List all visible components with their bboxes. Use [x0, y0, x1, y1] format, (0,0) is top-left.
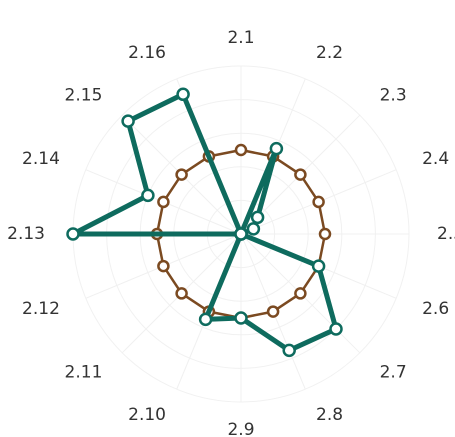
category-label-2.1: 2.1 — [227, 28, 254, 48]
category-label-2.2: 2.2 — [316, 43, 343, 63]
series-2-point-2.15[interactable] — [121, 114, 135, 128]
category-label-2.12: 2.12 — [22, 299, 60, 319]
series-1-point-2.8[interactable] — [266, 305, 280, 318]
category-label-2.15: 2.15 — [65, 85, 103, 105]
series-1-point-2.7[interactable] — [294, 287, 307, 300]
series-2-point-2.13[interactable] — [66, 227, 80, 241]
series-layer — [66, 87, 343, 358]
series-1-point-2.14[interactable] — [157, 195, 170, 209]
series-2-point-2.14[interactable] — [141, 188, 155, 203]
category-label-2.10: 2.10 — [128, 405, 166, 425]
category-label-2.8: 2.8 — [316, 405, 343, 425]
series-1-point-2.12[interactable] — [157, 259, 170, 273]
series-2-point-2.7[interactable] — [329, 322, 343, 336]
category-label-2.16: 2.16 — [128, 43, 166, 63]
series-2-point-2.12[interactable] — [234, 227, 248, 241]
series-1-point-2.11[interactable] — [175, 287, 188, 300]
category-label-2.9: 2.9 — [227, 420, 254, 437]
series-2 — [66, 87, 343, 358]
category-label-2.11: 2.11 — [65, 363, 103, 383]
series-1-point-2.3[interactable] — [294, 168, 307, 181]
category-labels: 2.1 2.2 2.3 2.4 2.5 2.6 2.7 2.8 2.9 2.10 2.11 2.12 2… — [7, 28, 455, 437]
series-2-point-2.10[interactable] — [198, 312, 213, 327]
category-label-2.13: 2.13 — [7, 224, 45, 244]
category-label-2.6: 2.6 — [422, 299, 449, 319]
category-label-2.14: 2.14 — [22, 149, 60, 169]
category-label-2.5: 2.5 — [437, 224, 455, 244]
series-2-point-2.2[interactable] — [269, 141, 284, 156]
series-1-point-2.1[interactable] — [234, 143, 248, 157]
series-2-point-2.6[interactable] — [311, 259, 326, 273]
series-2-point-2.4[interactable] — [246, 222, 261, 236]
category-label-2.7: 2.7 — [380, 363, 407, 383]
series-2-point-2.9[interactable] — [234, 311, 248, 325]
series-1-point-2.5[interactable] — [318, 227, 332, 241]
series-1-point-2.15[interactable] — [175, 168, 188, 181]
series-1-point-2.4[interactable] — [312, 195, 325, 209]
category-label-2.3: 2.3 — [380, 85, 407, 105]
category-label-2.4: 2.4 — [422, 149, 449, 169]
series-2-point-2.16[interactable] — [176, 87, 190, 102]
series-2-point-2.3[interactable] — [250, 210, 265, 225]
series-2-point-2.8[interactable] — [282, 343, 296, 358]
